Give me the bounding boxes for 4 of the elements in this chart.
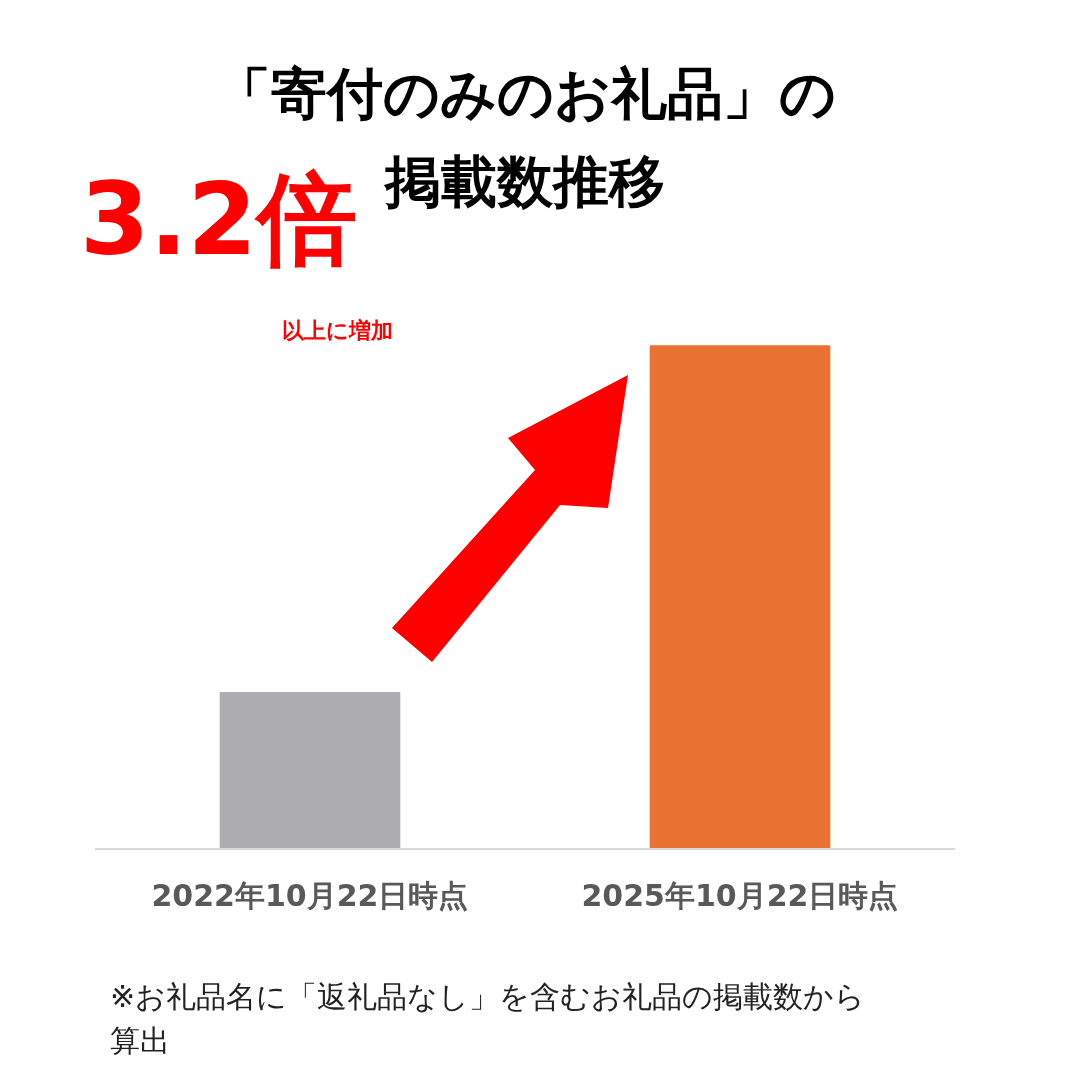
text: ※お礼品名に「返礼品なし」を含むお礼品の掲載数から算出	[110, 978, 867, 1060]
text: 以上に増加	[282, 318, 393, 343]
x-tick-label: 2022年10月22日時点	[151, 878, 469, 913]
x-tick-label: 2025年10月22日時点	[581, 878, 899, 913]
